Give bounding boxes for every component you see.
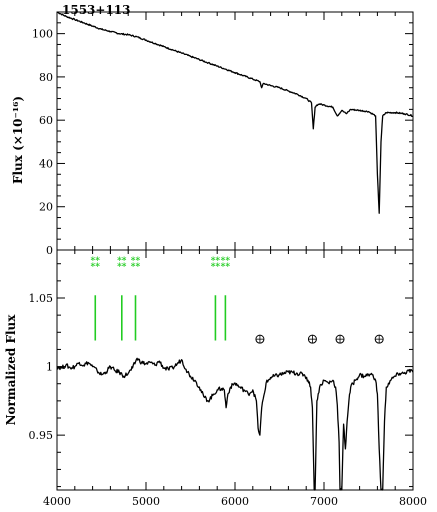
bottom-plot-frame: [56, 249, 414, 491]
x-tick-label: 7000: [310, 495, 338, 508]
bottom-ticks: 0.95 1 1.05 4000 5000 6000 7000 8000: [29, 250, 427, 508]
y-tick-label: 0.95: [29, 429, 54, 442]
spectrum-line: [56, 11, 414, 214]
y-tick-label: 100: [32, 28, 53, 41]
top-ticks: 0 20 40 60 80 100: [32, 11, 414, 257]
x-tick-label: 4000: [43, 495, 71, 508]
line-marker-symbol: **: [221, 263, 231, 273]
top-y-axis-label: Flux (×10⁻¹⁶): [11, 96, 25, 184]
top-plot-frame: [56, 11, 414, 251]
bottom-y-axis-label: Normalized Flux: [4, 314, 18, 426]
emission-line-markers: ********************: [91, 257, 231, 341]
y-tick-label: 1.05: [29, 292, 54, 305]
y-tick-label: 0: [46, 244, 53, 257]
top-series: [56, 11, 414, 214]
bottom-panel: Normalized Flux 0.95 1 1.05 4000 5000 6000 700…: [4, 249, 427, 508]
y-tick-label: 20: [39, 201, 53, 214]
line-marker-symbol: **: [131, 263, 141, 273]
line-marker-symbol: **: [117, 263, 127, 273]
line-marker-symbol: **: [91, 263, 101, 273]
telluric-symbol: [335, 334, 345, 344]
line-marker-symbol: **: [211, 263, 221, 273]
y-tick-label: 80: [39, 71, 53, 84]
y-tick-label: 60: [39, 114, 53, 127]
line-marker-symbol: **: [91, 257, 101, 267]
line-marker-symbol: **: [211, 257, 221, 267]
bottom-series: [56, 357, 414, 491]
spectrum-line: [56, 357, 414, 491]
line-marker-symbol: **: [131, 257, 141, 267]
telluric-symbol: [307, 334, 317, 344]
object-title: 1553+113: [62, 3, 131, 17]
y-tick-label: 40: [39, 157, 53, 170]
x-tick-label: 5000: [132, 495, 160, 508]
telluric-symbol: [255, 334, 265, 344]
x-tick-label: 6000: [221, 495, 249, 508]
line-marker-symbol: **: [117, 257, 127, 267]
top-panel: 1553+113 Flux (×10⁻¹⁶) 0 20 40 60 80 100: [11, 3, 414, 257]
x-tick-label: 8000: [399, 495, 427, 508]
line-marker-symbol: **: [221, 257, 231, 267]
y-tick-label: 1: [46, 361, 53, 374]
telluric-markers: [255, 334, 384, 344]
telluric-symbol: [374, 334, 384, 344]
